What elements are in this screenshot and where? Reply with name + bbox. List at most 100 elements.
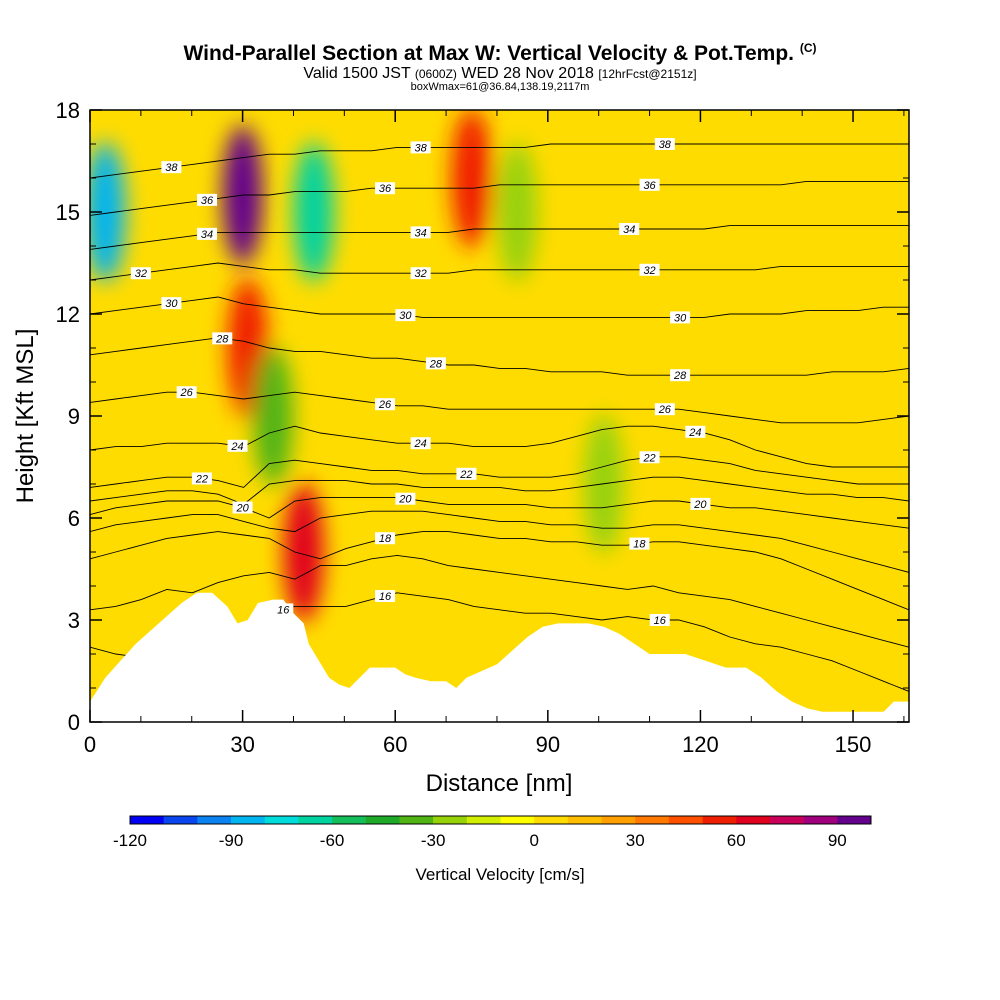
colorbar-swatch: [567, 816, 602, 824]
contour-label-bg: [629, 537, 650, 550]
contour-label: 38: [415, 142, 428, 154]
contour-label: 28: [673, 370, 687, 382]
contour-label-bg: [212, 332, 233, 345]
contour-label: 32: [415, 268, 427, 280]
valid-date: WED 28 Nov 2018: [461, 65, 594, 82]
y-tick-label: 15: [56, 200, 80, 225]
chart-title-text: Wind-Parallel Section at Max W: Vertical…: [183, 42, 794, 65]
box-wmax-info: boxWmax=61@36.84,138.19,2117m: [410, 81, 590, 93]
contour-label: 38: [659, 139, 672, 151]
contour-label-bg: [619, 223, 640, 235]
forecast-info: [12hrFcst@2151z]: [598, 67, 697, 81]
contour-label-bg: [639, 178, 660, 191]
contour-label: 20: [398, 494, 412, 506]
colorbar-swatch: [668, 816, 703, 824]
contour-label: 18: [633, 539, 646, 551]
contour-label: 32: [135, 268, 147, 280]
colorbar-swatch: [197, 816, 232, 824]
w-feature-up-3: [283, 482, 324, 622]
y-tick-label: 6: [68, 506, 80, 531]
theta-contour-18: [90, 531, 909, 611]
contour-label: 30: [165, 298, 178, 310]
contour-label-bg: [654, 403, 675, 416]
theta-contour-26: [90, 391, 909, 424]
copyright-mark: (C): [799, 41, 817, 55]
contour-label-bg: [410, 267, 431, 280]
contour-label: 16: [379, 591, 392, 603]
contour-label-bg: [670, 311, 691, 324]
colorbar-swatch: [803, 816, 838, 824]
theta-contour-21: [90, 476, 909, 505]
y-tick-label: 18: [56, 98, 80, 123]
theta-contour-38: [90, 143, 909, 179]
colorbar-swatch: [332, 816, 367, 824]
contour-label: 24: [414, 438, 427, 450]
contour-label-bg: [395, 309, 416, 322]
theta-contour-32: [90, 262, 909, 281]
contour-label-bg: [410, 141, 431, 154]
colorbar-swatch: [736, 816, 771, 824]
theta-contour-19: [90, 510, 909, 573]
colorbar-swatch: [635, 816, 670, 824]
contour-label-bg: [425, 357, 446, 370]
plot-area: 16 16 16 18 18 20 20 20 22 22 22 24 24 24 26 26 26 28 28 28…: [89, 109, 910, 723]
colorbar-label: Vertical Velocity [cm/s]: [415, 865, 584, 884]
terrain-mask: [90, 592, 909, 722]
w-feature-down-2: [293, 142, 334, 282]
contour-label: 26: [378, 399, 392, 411]
contour-label-bg: [410, 437, 431, 450]
contour-label: 20: [235, 503, 249, 515]
colorbar-swatch: [837, 816, 872, 824]
utc-time: (0600Z): [414, 67, 457, 81]
colorbar-tick-label: -60: [320, 831, 345, 850]
contour-labels: 16 16 16 18 18 20 20 20 22 22 22 24 24 24 26 26 26 28 28 28…: [130, 138, 711, 627]
colorbar-swatch: [500, 816, 535, 824]
contour-label-bg: [375, 590, 396, 603]
colorbar-swatch: [365, 816, 400, 824]
contour-label: 36: [379, 183, 392, 195]
contour-label-bg: [130, 267, 151, 280]
theta-contour-17: [90, 554, 909, 648]
w-feature-up-4: [451, 110, 492, 248]
contour-label: 34: [201, 229, 213, 241]
contour-label: 30: [399, 310, 412, 322]
contour-label-bg: [654, 138, 675, 150]
theta-contour-30: [90, 296, 909, 318]
colorbar-tick-label: 60: [727, 831, 746, 850]
contour-label-bg: [227, 439, 248, 452]
contour-label: 22: [459, 469, 472, 481]
contour-label-bg: [161, 297, 182, 310]
colorbar-swatch: [433, 816, 468, 824]
contour-label-bg: [176, 386, 197, 399]
y-tick-label: 3: [68, 608, 80, 633]
contour-label-bg: [232, 501, 253, 514]
x-axis-label: Distance [nm]: [426, 770, 573, 797]
theta-contour-20: [90, 497, 909, 529]
colorbar-tick-label: -30: [421, 831, 446, 850]
contour-label-bg: [273, 603, 294, 616]
colorbar-tick-label: -90: [219, 831, 244, 850]
contour-label-bg: [375, 398, 396, 411]
y-tick-label: 12: [56, 302, 80, 327]
contour-label: 30: [674, 312, 687, 324]
colorbar-tick-label: 90: [828, 831, 847, 850]
contour-label-bg: [410, 226, 431, 239]
contour-label: 16: [654, 615, 667, 627]
colorbar-tick-label: 30: [626, 831, 645, 850]
x-tick-label: 90: [536, 732, 560, 757]
contour-label: 32: [643, 265, 655, 277]
theta-contour-24: [90, 425, 909, 468]
w-feature-down-3: [253, 346, 294, 486]
colorbar-swatch: [264, 816, 299, 824]
contour-label: 16: [277, 604, 290, 616]
valid-time: Valid 1500 JST: [303, 65, 411, 82]
contour-label-bg: [191, 472, 212, 485]
contour-label-bg: [197, 227, 217, 240]
contour-label-bg: [685, 425, 706, 438]
x-tick-label: 0: [84, 732, 96, 757]
colorbar-swatch: [231, 816, 266, 824]
contour-label-bg: [639, 263, 660, 276]
theta-contour-36: [90, 180, 909, 216]
colorbar-tick-label: 0: [529, 831, 538, 850]
contour-label: 38: [165, 162, 178, 174]
